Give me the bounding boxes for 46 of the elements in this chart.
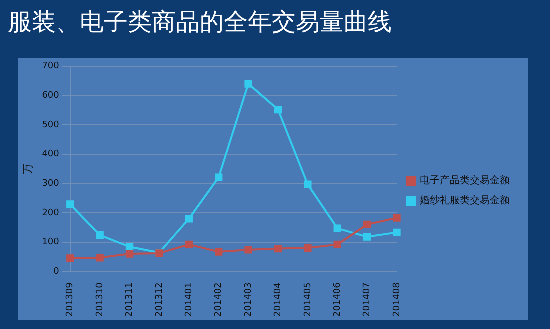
legend-label: 电子产品类交易金额 <box>420 174 510 187</box>
y-tick-label: 600 <box>42 91 60 102</box>
point <box>66 254 74 262</box>
y-tick-label: 700 <box>42 62 60 72</box>
y-tick-label: 400 <box>42 150 60 160</box>
y-tick-label: 500 <box>42 120 60 130</box>
point <box>96 231 104 240</box>
y-tick-label: 300 <box>42 179 60 190</box>
x-tick-label: 201310 <box>95 282 106 318</box>
x-tick-label: 201403 <box>244 282 254 318</box>
point <box>304 180 312 188</box>
point <box>126 250 134 258</box>
y-axis-title: 万 <box>21 164 34 175</box>
point <box>334 224 342 232</box>
legend-label: 婚纱礼服类交易金额 <box>420 194 510 207</box>
y-tick-label: 100 <box>42 238 60 248</box>
point <box>274 244 282 253</box>
point <box>363 233 372 241</box>
x-tick-label: 201406 <box>332 282 343 318</box>
point <box>393 228 401 236</box>
x-tick-label: 201309 <box>66 282 76 318</box>
point <box>215 248 223 256</box>
chart-title: 服装、电子类商品的全年交易量曲线 <box>8 7 392 38</box>
x-tick-label: 201405 <box>303 282 314 318</box>
x-tick-label: 201402 <box>214 282 224 318</box>
x-tick-label: 201404 <box>274 282 284 318</box>
point <box>96 254 104 262</box>
point <box>185 240 193 248</box>
x-tick-label: 201401 <box>184 282 194 318</box>
x-tick-label: 201408 <box>392 282 402 318</box>
x-tick-label: 201312 <box>154 282 165 318</box>
point <box>244 80 252 88</box>
point <box>66 200 74 208</box>
point <box>274 106 282 114</box>
point <box>304 244 312 252</box>
point <box>334 240 342 248</box>
x-tick-label: 201311 <box>125 282 136 318</box>
point <box>185 215 193 223</box>
point <box>363 220 372 229</box>
point <box>215 174 223 182</box>
point <box>393 214 401 222</box>
x-tick-label: 201407 <box>362 282 373 318</box>
point <box>126 243 134 251</box>
y-tick-label: 200 <box>42 208 60 218</box>
point <box>244 246 252 254</box>
y-tick-label: 0 <box>54 266 60 277</box>
